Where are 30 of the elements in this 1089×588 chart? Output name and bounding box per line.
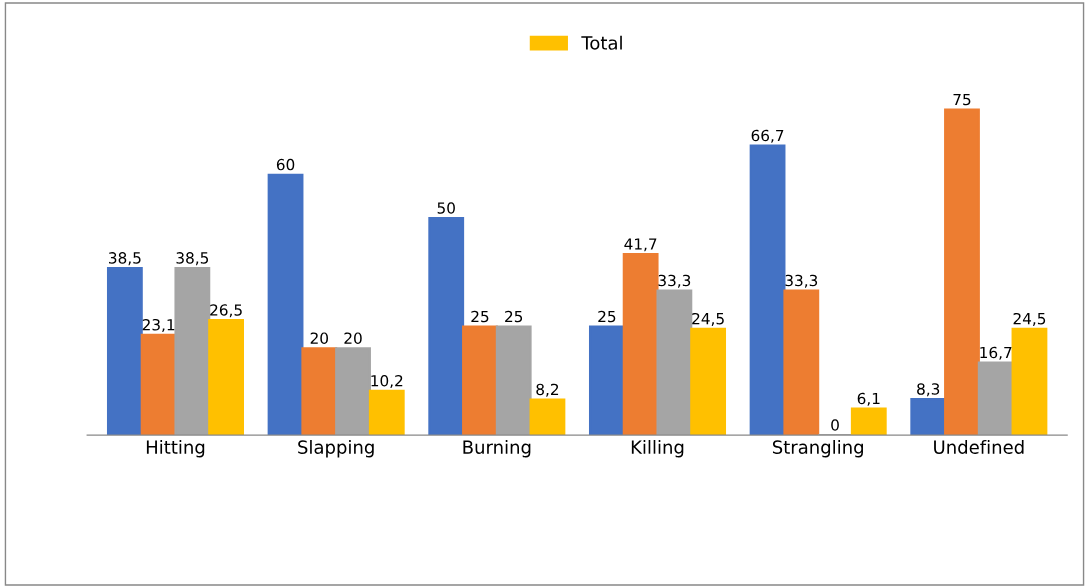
data-label: 75	[953, 93, 971, 106]
data-label: 6,1	[857, 392, 880, 406]
data-label: 8,2	[536, 383, 559, 397]
data-label: 25	[471, 310, 489, 323]
x-tick-label: Burning	[463, 439, 531, 458]
data-label: 20	[310, 332, 328, 344]
data-label: 60	[276, 158, 295, 171]
data-label: 66,7	[751, 129, 784, 143]
data-label: 41,7	[624, 238, 657, 252]
x-tick-label: Strangling	[772, 439, 863, 458]
data-label: 26,5	[210, 304, 242, 318]
data-label: 0	[831, 419, 839, 431]
x-tick-label: Killing	[631, 439, 684, 458]
data-label: 50	[437, 202, 455, 214]
data-label: 20	[344, 332, 362, 344]
x-tick-label: Undefined	[934, 439, 1024, 454]
data-label: 10,2	[371, 374, 403, 389]
data-label: 16,7	[980, 346, 1012, 360]
data-label: 25	[505, 310, 523, 323]
data-label: 38,5	[109, 252, 141, 266]
data-label: 24,5	[692, 312, 724, 326]
data-label: 33,3	[658, 274, 691, 288]
data-label: 8,3	[917, 383, 940, 397]
x-tick-label: Slapping	[298, 439, 374, 458]
data-label: 24,5	[1013, 312, 1046, 326]
data-label: 38,5	[176, 252, 209, 266]
data-label: 25	[598, 310, 616, 323]
data-label: 33,3	[785, 274, 818, 288]
x-tick-label: Hitting	[146, 439, 205, 458]
legend-label: Total	[581, 35, 622, 50]
